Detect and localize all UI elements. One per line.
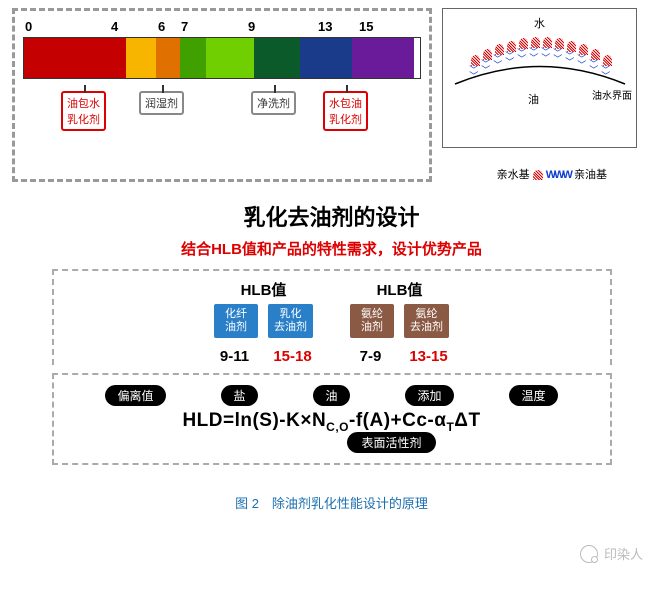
design-section: 乳化去油剂的设计 结合HLB值和产品的特性需求，设计优势产品 HLB值化纤油剂乳… — [52, 200, 612, 465]
hlb-col-title: HLB值 — [347, 279, 453, 300]
hlb-column: HLB值化纤油剂乳化去油剂 9-11 15-18 — [211, 279, 317, 365]
hlb-color-bar — [23, 37, 421, 79]
legend-hydrophilic: 亲水基 — [497, 169, 530, 181]
formula-box: 偏离值盐油添加温度 HLD=ln(S)-K×NC,O-f(A)+Cc-αTΔT … — [52, 373, 612, 465]
wechat-icon — [580, 545, 598, 563]
design-subtitle: 结合HLB值和产品的特性需求，设计优势产品 — [52, 238, 612, 259]
surfactant-tail-icon: ﹀﹀ — [481, 59, 488, 71]
scale-tick: 15 — [359, 19, 373, 34]
formula-term-pill: 温度 — [509, 385, 557, 406]
scale-tick: 13 — [318, 19, 332, 34]
oil-water-schematic: 水 ﹀﹀﹀﹀﹀﹀﹀﹀﹀﹀﹀﹀﹀﹀﹀﹀﹀﹀﹀﹀﹀﹀﹀﹀ 油 油水界面 — [442, 8, 637, 148]
interface-label: 油水界面 — [592, 87, 632, 102]
color-segment — [300, 38, 352, 78]
scale-category-label: 润湿剂 — [139, 91, 184, 115]
scale-tick-row: 0 4 6 7 9 13 15 — [23, 19, 421, 37]
oil-label: 油 — [528, 91, 539, 107]
color-segment — [126, 38, 156, 78]
formula-term-pill: 添加 — [405, 385, 453, 406]
scale-category-label: 净洗剂 — [251, 91, 296, 115]
figure-caption: 图 2 除油剂乳化性能设计的原理 — [0, 493, 663, 512]
surfactant-tail-icon: ﹀﹀ — [505, 51, 512, 63]
hlb-column: HLB值氨纶油剂氨纶去油剂 7-9 13-15 — [347, 279, 453, 365]
surfactant-tail-icon: ﹀﹀ — [601, 65, 608, 77]
hlb-chip: 化纤油剂 — [214, 304, 258, 338]
surfactant-tail-icon: ﹀﹀ — [529, 47, 536, 59]
formula-term-pill: 盐 — [221, 385, 257, 406]
hlb-value: 13-15 — [405, 348, 453, 365]
watermark: 印染人 — [580, 544, 643, 563]
color-segment — [206, 38, 254, 78]
hld-formula: HLD=ln(S)-K×NC,O-f(A)+Cc-αTΔT — [68, 410, 596, 434]
hlb-col-title: HLB值 — [211, 279, 317, 300]
color-segment — [254, 38, 300, 78]
surfactant-tail-icon: ﹀﹀ — [493, 54, 500, 66]
surfactant-tail-icon: ﹀﹀ — [589, 59, 596, 71]
surfactant-tail-icon: ﹀﹀ — [565, 51, 572, 63]
color-segment — [352, 38, 414, 78]
formula-term-pill: 偏离值 — [105, 385, 165, 406]
hlb-value: 7-9 — [347, 348, 395, 365]
surfactant-tail-icon: ﹀﹀ — [541, 47, 548, 59]
hlb-scale-panel: 0 4 6 7 9 13 15 油包水乳化剂 润湿剂 净洗剂 水包油乳化剂 — [12, 8, 432, 182]
hlb-value: 9-11 — [211, 348, 259, 365]
color-segment — [24, 38, 126, 78]
interface-svg — [443, 29, 638, 129]
design-title: 乳化去油剂的设计 — [52, 200, 612, 232]
surfactant-tail-icon: ﹀﹀ — [469, 65, 476, 77]
surfactant-tail-icon: ﹀﹀ — [553, 48, 560, 60]
hlb-columns: HLB值化纤油剂乳化去油剂 9-11 15-18 HLB值氨纶油剂氨纶去油剂 7-9 13… — [52, 269, 612, 365]
surfactant-tail-icon: ﹀﹀ — [517, 48, 524, 60]
scale-tick: 9 — [248, 19, 255, 34]
schematic-column: 水 ﹀﹀﹀﹀﹀﹀﹀﹀﹀﹀﹀﹀﹀﹀﹀﹀﹀﹀﹀﹀﹀﹀﹀﹀ 油 油水界面 亲水基 WW… — [442, 8, 637, 182]
surfactant-pill: 表面活性剂 — [347, 432, 435, 453]
scale-tick: 4 — [111, 19, 118, 34]
pill-row: 偏离值 盐 油 添加 温度 — [68, 385, 596, 406]
hlb-chip: 乳化去油剂 — [268, 304, 313, 338]
scale-category-label: 水包油乳化剂 — [323, 91, 368, 131]
schematic-legend: 亲水基 WWW 亲油基 — [442, 166, 637, 182]
hlb-chip: 氨纶油剂 — [350, 304, 394, 338]
wavy-icon: WWW — [546, 169, 571, 181]
watermark-text: 印染人 — [604, 544, 643, 563]
scale-tick: 7 — [181, 19, 188, 34]
scale-category-label: 油包水乳化剂 — [61, 91, 106, 131]
hlb-value: 15-18 — [269, 348, 317, 365]
formula-term-pill: 油 — [313, 385, 349, 406]
scale-tick: 6 — [158, 19, 165, 34]
color-segment — [156, 38, 180, 78]
surfactant-tail-icon: ﹀﹀ — [577, 54, 584, 66]
red-dot-icon — [533, 170, 543, 180]
hlb-chip: 氨纶去油剂 — [404, 304, 449, 338]
scale-label-row: 油包水乳化剂 润湿剂 净洗剂 水包油乳化剂 — [23, 85, 421, 135]
color-segment — [180, 38, 206, 78]
legend-lipophilic: 亲油基 — [574, 169, 607, 181]
scale-tick: 0 — [25, 19, 32, 34]
